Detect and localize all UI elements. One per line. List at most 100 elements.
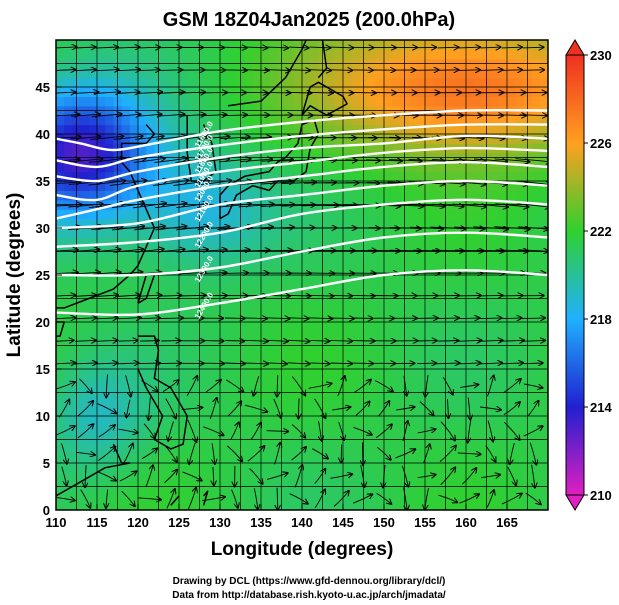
heat-cell bbox=[261, 218, 270, 229]
heat-cell bbox=[261, 444, 270, 455]
heat-cell bbox=[539, 256, 548, 267]
wind-arrow bbox=[425, 375, 428, 397]
heat-cell bbox=[261, 124, 270, 135]
heat-cell bbox=[392, 472, 401, 483]
heat-cell bbox=[252, 190, 262, 201]
heat-cell bbox=[244, 322, 254, 332]
heat-cell bbox=[228, 209, 237, 220]
heat-cell bbox=[539, 397, 548, 408]
heat-cell bbox=[507, 463, 516, 473]
heat-cell bbox=[220, 40, 229, 50]
heat-cell bbox=[375, 68, 385, 79]
heat-cell bbox=[261, 397, 270, 408]
wind-arrow bbox=[113, 272, 142, 274]
heat-cell bbox=[449, 209, 459, 220]
heat-cell bbox=[146, 406, 155, 417]
wind-arrow bbox=[437, 341, 459, 342]
heat-cell bbox=[105, 500, 114, 510]
heat-cell bbox=[310, 416, 319, 426]
heat-cell bbox=[425, 284, 434, 295]
heat-cell bbox=[187, 378, 196, 389]
heat-cell bbox=[310, 162, 319, 173]
heat-cell bbox=[293, 359, 303, 370]
heat-cell bbox=[466, 87, 475, 97]
heat-cell bbox=[162, 369, 172, 379]
heat-cell bbox=[367, 77, 377, 88]
wind-arrow bbox=[287, 70, 310, 71]
heat-cell bbox=[146, 209, 155, 220]
heat-cell bbox=[474, 162, 483, 173]
wind-arrow bbox=[453, 159, 485, 161]
heat-cell bbox=[367, 397, 377, 408]
heat-cell bbox=[449, 181, 459, 191]
heat-cell bbox=[203, 190, 213, 201]
heat-cell bbox=[375, 303, 385, 314]
heat-cell bbox=[326, 228, 336, 238]
heat-cell bbox=[252, 275, 262, 285]
heat-cell bbox=[105, 115, 114, 126]
heat-cell bbox=[179, 406, 188, 417]
heat-cell bbox=[408, 444, 418, 455]
heat-cell bbox=[170, 350, 180, 361]
heat-cell bbox=[129, 378, 139, 389]
heat-cell bbox=[293, 77, 303, 88]
heat-cell bbox=[474, 303, 483, 314]
heat-cell bbox=[326, 162, 336, 173]
heat-cell bbox=[285, 406, 295, 417]
heat-cell bbox=[220, 77, 229, 88]
heat-cell bbox=[375, 369, 385, 379]
heat-cell bbox=[457, 218, 467, 229]
heat-cell bbox=[211, 416, 221, 426]
heat-cell bbox=[269, 378, 278, 389]
heat-cell bbox=[121, 40, 131, 50]
heat-cell bbox=[375, 350, 385, 361]
heat-cell bbox=[490, 275, 500, 285]
heat-cell bbox=[56, 124, 65, 135]
heat-cell bbox=[187, 491, 196, 502]
heat-cell bbox=[539, 228, 548, 238]
wind-arrow bbox=[137, 295, 162, 296]
heat-cell bbox=[375, 453, 385, 464]
wind-arrow bbox=[333, 491, 349, 507]
heat-cell bbox=[293, 416, 303, 426]
heat-cell bbox=[162, 256, 172, 267]
heat-cell bbox=[351, 96, 360, 107]
y-tick-label: 30 bbox=[36, 221, 50, 236]
heat-cell bbox=[384, 256, 393, 267]
x-tick-label: 130 bbox=[209, 515, 231, 530]
wind-arrow bbox=[186, 376, 197, 397]
heat-cell bbox=[416, 331, 426, 342]
heat-cell bbox=[244, 77, 254, 88]
heat-cell bbox=[244, 369, 254, 379]
heat-cell bbox=[457, 397, 467, 408]
colorbar-bottom-arrow bbox=[565, 494, 585, 511]
heat-cell bbox=[433, 49, 442, 60]
wind-arrow bbox=[437, 70, 458, 71]
heat-cell bbox=[457, 275, 467, 285]
heat-cell bbox=[490, 171, 500, 182]
heat-cell bbox=[244, 124, 254, 135]
heat-cell bbox=[433, 87, 442, 97]
heat-cell bbox=[425, 397, 434, 408]
heat-cell bbox=[367, 40, 377, 50]
heat-cell bbox=[392, 312, 401, 323]
heat-cell bbox=[261, 181, 270, 191]
heat-cell bbox=[367, 472, 377, 483]
heat-cell bbox=[64, 49, 73, 60]
heat-cell bbox=[449, 284, 459, 295]
heat-cell bbox=[392, 275, 401, 285]
heat-cell bbox=[146, 500, 155, 510]
wind-arrow bbox=[376, 493, 392, 504]
wind-arrow bbox=[253, 375, 260, 396]
heat-cell bbox=[203, 397, 213, 408]
heat-cell bbox=[490, 397, 500, 408]
heat-cell bbox=[170, 265, 180, 276]
heat-cell bbox=[334, 87, 344, 97]
heat-cell bbox=[121, 416, 131, 426]
heat-cell bbox=[170, 359, 180, 370]
wind-arrow bbox=[440, 421, 455, 441]
heat-cell bbox=[302, 359, 311, 370]
wind-arrow bbox=[515, 158, 548, 162]
heat-cell bbox=[121, 190, 131, 201]
heat-cell bbox=[498, 96, 508, 107]
